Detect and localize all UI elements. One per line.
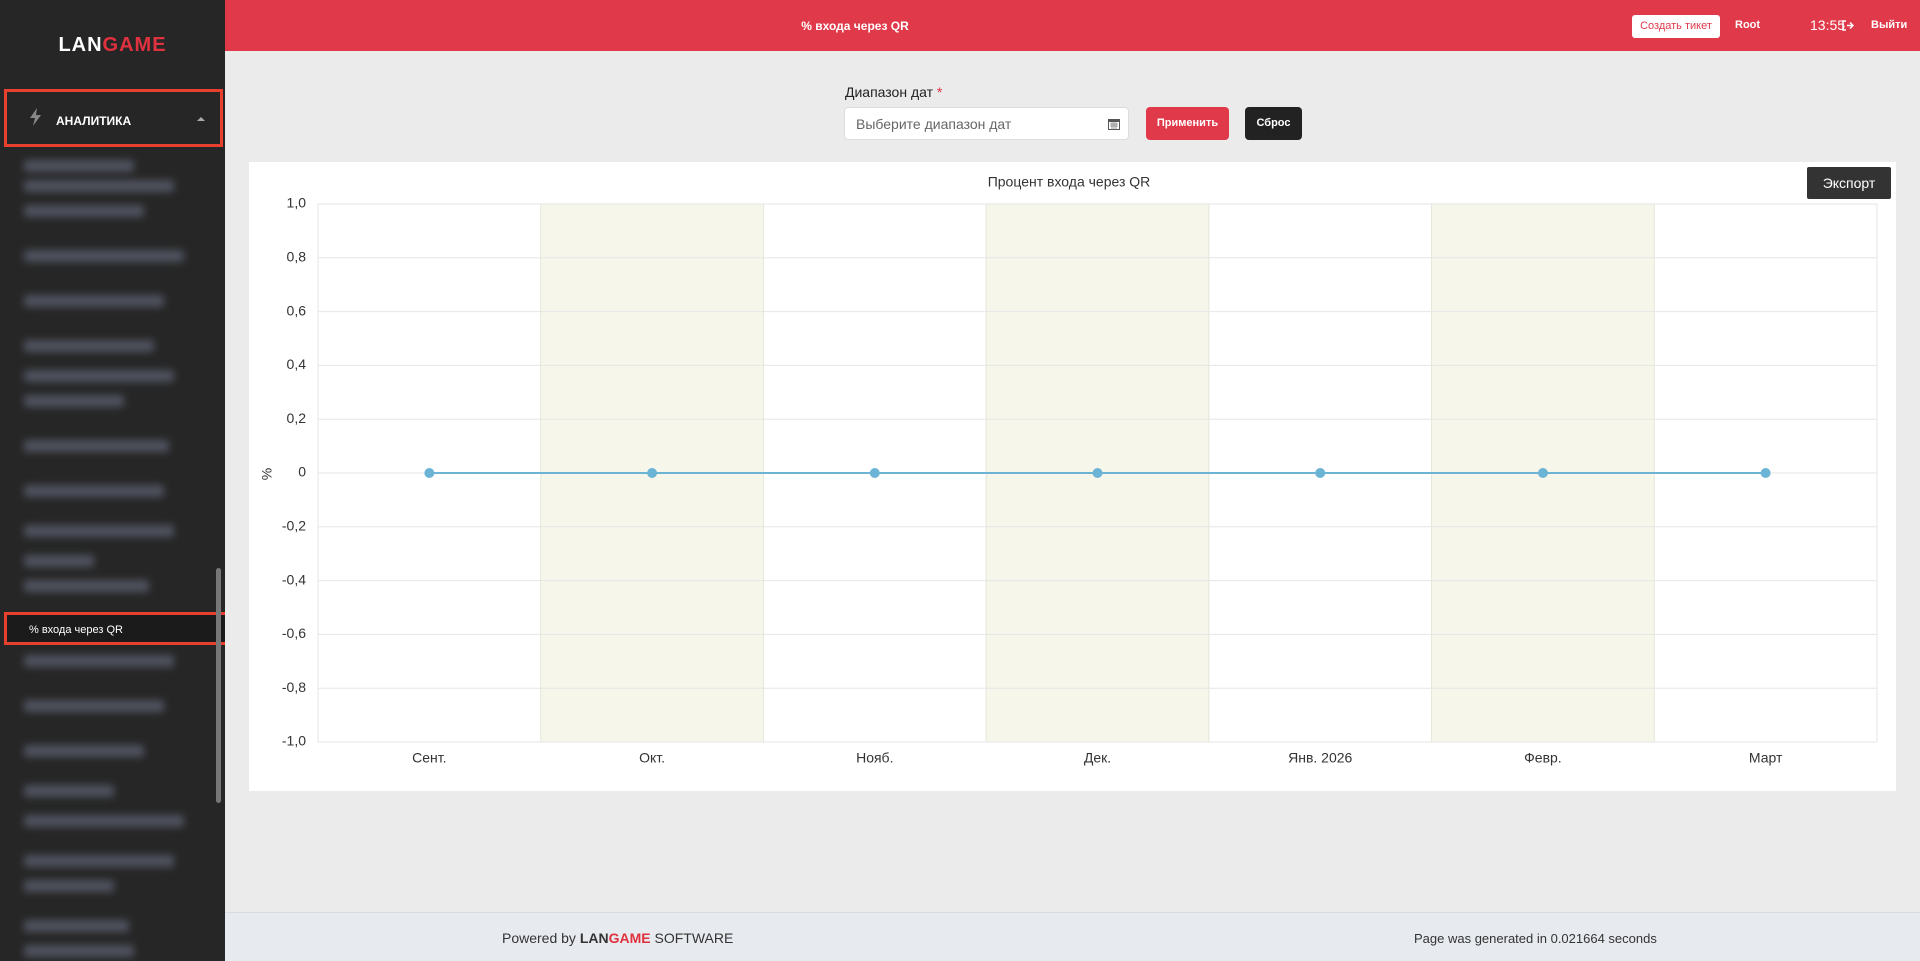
chart-title: Процент входа через QR	[988, 174, 1151, 190]
blurred-item	[24, 205, 144, 217]
date-range-label: Диапазон дат *	[845, 84, 942, 100]
blurred-item	[24, 745, 144, 757]
brand-lan: LAN	[579, 930, 609, 946]
y-tick-label: 0	[298, 464, 306, 480]
data-point	[424, 468, 435, 478]
blurred-item	[24, 250, 184, 262]
blurred-item	[24, 815, 184, 827]
date-range-input[interactable]: Выберите диапазон дат	[844, 107, 1129, 140]
export-button[interactable]: Экспорт	[1807, 167, 1891, 199]
blurred-item	[24, 525, 174, 537]
blurred-item	[24, 700, 164, 712]
x-tick-label: Окт.	[639, 750, 665, 766]
blurred-item	[24, 295, 164, 307]
blurred-item	[24, 440, 169, 452]
blurred-item	[24, 580, 149, 592]
logo-game: GAME	[102, 34, 167, 56]
page-title: % входа через QR	[801, 19, 909, 33]
y-axis-label: %	[259, 468, 275, 480]
generation-time: Page was generated in 0.021664 seconds	[1414, 931, 1657, 946]
sidebar: LANGAME АНАЛИТИКА % входа через QR	[0, 0, 225, 961]
blurred-item	[24, 180, 174, 192]
data-point	[1537, 468, 1548, 478]
data-point	[1760, 468, 1771, 478]
blurred-item	[24, 485, 164, 497]
label-text: Диапазон дат	[845, 84, 934, 100]
y-tick-label: 0,8	[287, 249, 307, 265]
blurred-item	[24, 555, 94, 567]
powered-by: Powered by LANGAME SOFTWARE	[502, 930, 733, 946]
y-tick-label: 1,0	[287, 195, 307, 211]
blurred-item	[24, 340, 154, 352]
blurred-item	[24, 945, 134, 957]
placeholder: Выберите диапазон дат	[856, 116, 1012, 132]
blurred-item	[24, 785, 114, 797]
y-tick-label: 0,4	[287, 356, 307, 372]
blurred-item	[24, 920, 129, 932]
reset-button[interactable]: Сброс	[1245, 107, 1302, 140]
data-point	[1315, 468, 1326, 478]
y-tick-label: -0,6	[282, 625, 306, 641]
scrollbar[interactable]	[216, 568, 221, 803]
y-tick-label: -0,4	[282, 571, 306, 587]
x-tick-label: Янв. 2026	[1288, 750, 1352, 766]
powered-text: Powered by	[502, 930, 576, 946]
logout-icon	[1842, 20, 1854, 31]
blurred-item	[24, 655, 174, 667]
clock: 13:55	[1810, 17, 1846, 33]
x-tick-label: Дек.	[1084, 750, 1111, 766]
y-tick-label: -0,2	[282, 518, 306, 534]
x-tick-label: Февр.	[1524, 750, 1562, 766]
logout-link[interactable]: Выйти	[1871, 19, 1908, 31]
blurred-item	[24, 880, 114, 892]
logo[interactable]: LANGAME	[0, 34, 225, 57]
brand-game: GAME	[608, 930, 651, 946]
blurred-item	[24, 160, 134, 172]
required-mark: *	[936, 84, 943, 100]
bolt-icon	[30, 108, 41, 126]
apply-button[interactable]: Применить	[1146, 107, 1229, 140]
blurred-item	[24, 855, 174, 867]
y-tick-label: -0,8	[282, 679, 306, 695]
y-tick-label: 0,2	[287, 410, 307, 426]
calendar-icon	[1108, 119, 1120, 130]
y-tick-label: -1,0	[282, 733, 306, 749]
ticket-button[interactable]: Создать тикет	[1632, 15, 1720, 38]
y-tick-label: 0,6	[287, 302, 307, 318]
user-name[interactable]: Root	[1735, 19, 1761, 31]
footer: Powered by LANGAME SOFTWARE Page was gen…	[225, 912, 1920, 961]
x-tick-label: Сент.	[412, 750, 446, 766]
data-point	[1092, 468, 1103, 478]
menu-section[interactable]: АНАЛИТИКА	[4, 89, 223, 147]
data-point	[869, 468, 880, 478]
menu-item-label: % входа через QR	[29, 624, 123, 636]
caret-icon	[197, 117, 205, 121]
software-text: SOFTWARE	[654, 930, 734, 946]
blurred-item	[24, 395, 124, 407]
blurred-item	[24, 370, 174, 382]
chart-panel: Процент входа через QR % -1,0 -0,8 -0,6 -0,…	[249, 162, 1896, 791]
topbar: % входа через QR Создать тикет Root 13:5…	[225, 0, 1920, 51]
x-tick-label: Нояб.	[856, 750, 893, 766]
chart: Процент входа через QR % -1,0 -0,8 -0,6 -0,…	[259, 174, 1878, 766]
menu-item-active[interactable]: % входа через QR	[4, 612, 225, 645]
menu-section-label: АНАЛИТИКА	[56, 114, 132, 128]
logo-lan: LAN	[58, 34, 103, 56]
x-tick-label: Март	[1749, 750, 1783, 766]
data-point	[647, 468, 658, 478]
